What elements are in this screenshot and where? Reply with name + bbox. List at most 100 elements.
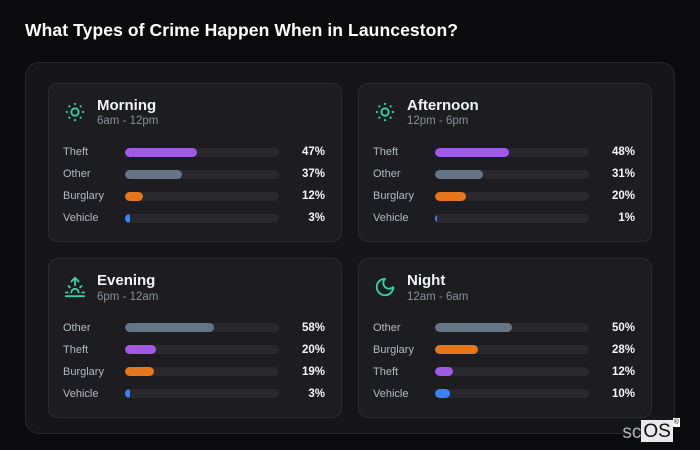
bar-label: Vehicle xyxy=(373,387,409,400)
card-header: Afternoon 12pm - 6pm xyxy=(373,97,635,127)
bar-value: 12% xyxy=(301,190,325,203)
card-subtitle: 6pm - 12am xyxy=(97,290,159,303)
bar-value: 3% xyxy=(308,212,325,225)
bar-track xyxy=(435,367,589,376)
bar-value: 58% xyxy=(301,321,325,334)
cards-grid: Morning 6am - 12pm Theft 47% Other 37% xyxy=(48,83,652,418)
bar-row: Vehicle 3% xyxy=(63,207,325,229)
card-heading: Afternoon 12pm - 6pm xyxy=(407,97,479,127)
bar-label: Theft xyxy=(63,146,89,159)
bar-value: 3% xyxy=(308,387,325,400)
bar-row: Vehicle 10% xyxy=(373,383,635,405)
card-title: Morning xyxy=(97,97,157,114)
bar-value: 1% xyxy=(618,212,635,225)
bar-label: Other xyxy=(373,321,401,334)
bar-label: Burglary xyxy=(63,190,104,203)
card-heading: Evening 6pm - 12am xyxy=(97,272,158,302)
card-title: Afternoon xyxy=(407,97,479,114)
bar-track xyxy=(435,169,589,179)
bar-rows: Other 58% Theft 20% Burglary 19% xyxy=(63,317,325,405)
sun-icon xyxy=(373,100,397,124)
bar-track xyxy=(125,169,279,179)
bar-rows: Theft 48% Other 31% Burglary 20% xyxy=(373,141,635,229)
card-subtitle: 12pm - 6pm xyxy=(407,115,469,128)
bar-label: Other xyxy=(373,168,401,181)
bar-row: Theft 20% xyxy=(63,339,325,361)
bar-label: Theft xyxy=(373,146,399,159)
card-subtitle: 12am - 6am xyxy=(407,290,469,303)
bar-fill xyxy=(435,213,437,223)
bar-fill xyxy=(125,345,156,354)
bar-fill xyxy=(125,191,144,201)
bar-fill xyxy=(435,323,512,332)
bar-fill xyxy=(435,169,483,179)
bar-fill xyxy=(435,345,479,354)
bar-value: 37% xyxy=(301,168,325,181)
bar-value: 50% xyxy=(611,321,635,334)
bar-track xyxy=(125,345,279,354)
time-card-evening: Evening 6pm - 12am Other 58% Theft 20% xyxy=(48,258,342,418)
bar-value: 12% xyxy=(611,365,635,378)
bar-track xyxy=(435,345,589,354)
bar-track xyxy=(125,323,279,332)
bar-value: 20% xyxy=(611,190,635,203)
card-header: Evening 6pm - 12am xyxy=(63,272,325,303)
bar-row: Other 58% xyxy=(63,317,325,339)
card-title: Night xyxy=(407,272,446,290)
bar-fill xyxy=(435,389,451,398)
card-heading: Night 12am - 6am xyxy=(407,272,468,302)
bar-track xyxy=(125,191,279,201)
watermark-boxed: OS xyxy=(641,420,673,442)
bar-label: Burglary xyxy=(373,190,414,203)
bar-row: Vehicle 1% xyxy=(373,207,635,229)
watermark-logo: sc OS ® xyxy=(622,418,680,443)
bar-row: Vehicle 3% xyxy=(63,383,325,405)
card-header: Morning 6am - 12pm xyxy=(63,97,325,127)
bar-fill xyxy=(125,147,198,157)
bar-fill xyxy=(125,367,155,376)
watermark-prefix: sc xyxy=(622,422,642,443)
bar-track xyxy=(125,213,279,223)
bar-label: Other xyxy=(63,168,91,181)
time-card-afternoon: Afternoon 12pm - 6pm Theft 48% Other 31% xyxy=(358,83,652,243)
card-heading: Morning 6am - 12pm xyxy=(97,97,158,127)
dashboard-panel: Morning 6am - 12pm Theft 47% Other 37% xyxy=(25,62,675,434)
bar-row: Burglary 28% xyxy=(373,339,635,361)
registered-mark: ® xyxy=(672,418,680,427)
moon-icon xyxy=(373,275,397,299)
bar-label: Vehicle xyxy=(373,212,409,225)
bar-label: Other xyxy=(63,321,91,334)
bar-row: Burglary 19% xyxy=(63,361,325,383)
bar-row: Other 50% xyxy=(373,317,635,339)
bar-fill xyxy=(125,169,182,179)
bar-value: 19% xyxy=(301,365,325,378)
bar-track xyxy=(435,213,589,223)
bar-rows: Theft 47% Other 37% Burglary 12% xyxy=(63,141,325,229)
bar-fill xyxy=(125,389,130,398)
bar-track xyxy=(435,147,589,157)
bar-value: 31% xyxy=(611,168,635,181)
card-header: Night 12am - 6am xyxy=(373,272,635,303)
bar-track xyxy=(435,323,589,332)
bar-rows: Other 50% Burglary 28% Theft 12% xyxy=(373,317,635,405)
bar-row: Burglary 12% xyxy=(63,185,325,207)
bar-fill xyxy=(435,191,466,201)
time-card-morning: Morning 6am - 12pm Theft 47% Other 37% xyxy=(48,83,342,243)
bar-track xyxy=(435,191,589,201)
bar-fill xyxy=(125,323,215,332)
sunrise-icon xyxy=(63,275,87,299)
bar-row: Theft 47% xyxy=(63,141,325,163)
card-title: Evening xyxy=(97,272,156,290)
bar-value: 47% xyxy=(301,146,325,159)
bar-value: 20% xyxy=(301,343,325,356)
bar-row: Other 37% xyxy=(63,163,325,185)
bar-track xyxy=(125,389,279,398)
bar-label: Burglary xyxy=(63,365,104,378)
bar-value: 10% xyxy=(611,387,635,400)
card-subtitle: 6am - 12pm xyxy=(97,115,159,128)
bar-row: Burglary 20% xyxy=(373,185,635,207)
bar-track xyxy=(125,367,279,376)
bar-label: Vehicle xyxy=(63,387,99,400)
bar-label: Theft xyxy=(63,343,89,356)
